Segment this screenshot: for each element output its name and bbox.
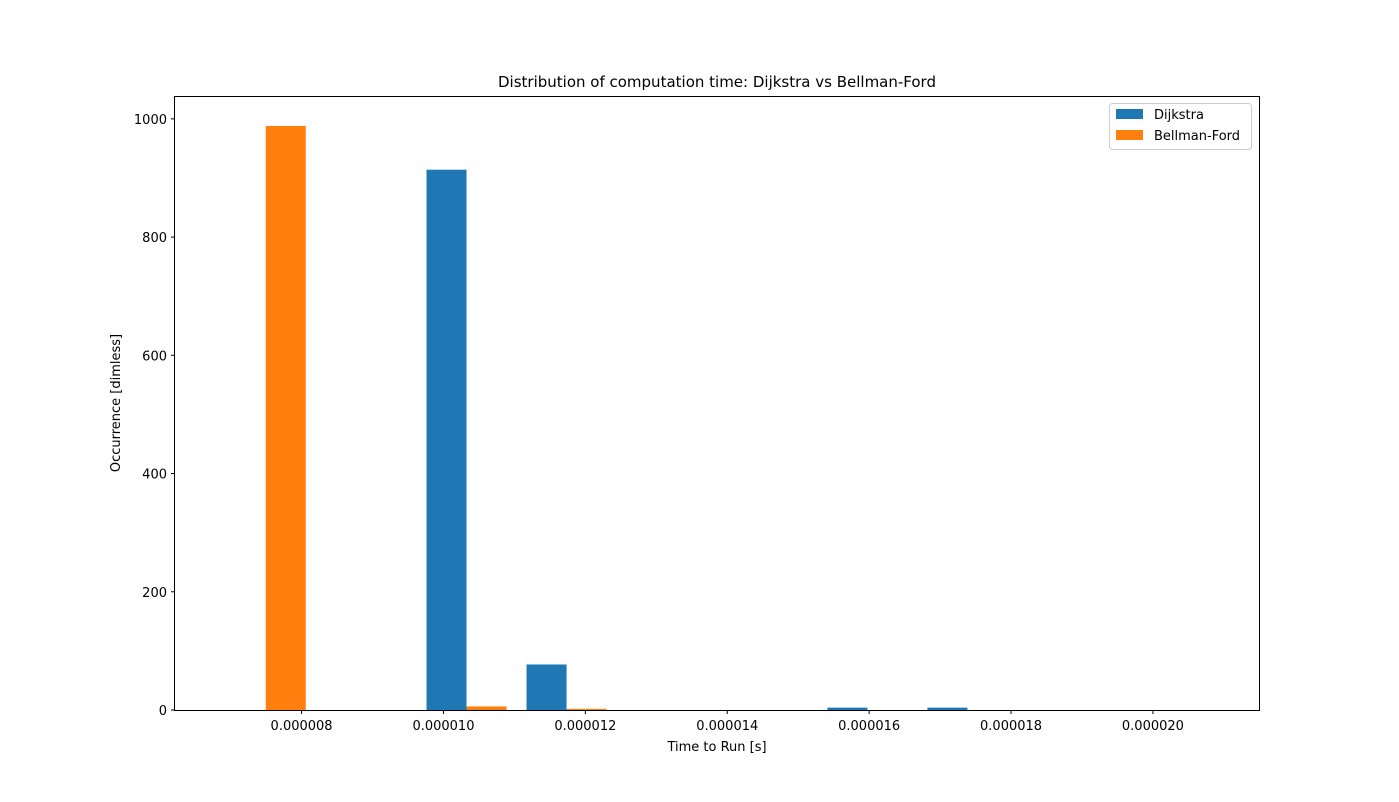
bars-group [265, 125, 968, 711]
bar-dijkstra-3 [526, 664, 567, 710]
x-tick-label-5: 0.000018 [980, 719, 1042, 734]
y-axis-ticks: 0 200 400 600 800 1000 [134, 113, 175, 719]
legend-label-dijkstra: Dijkstra [1154, 108, 1204, 123]
plot-frame [174, 96, 1260, 711]
y-tick-label-3: 600 [142, 349, 167, 364]
x-tick-label-4: 0.000016 [838, 719, 900, 734]
y-tick-label-1: 200 [142, 586, 167, 601]
legend: Dijkstra Bellman-Ford [1109, 103, 1252, 150]
bar-dijkstra-7 [927, 707, 968, 710]
x-axis-label: Time to Run [s] [666, 740, 766, 755]
bar-bellman-ford-2 [466, 706, 507, 710]
legend-box [1109, 103, 1252, 150]
x-tick-label-3: 0.000014 [696, 719, 758, 734]
y-axis-label: Occurrence [dimless] [109, 334, 124, 472]
legend-label-bellman-ford: Bellman-Ford [1154, 129, 1240, 144]
x-tick-label-1: 0.000010 [412, 719, 474, 734]
bar-bellman-ford-0 [265, 125, 306, 711]
legend-swatch-dijkstra [1116, 109, 1143, 119]
bar-bellman-ford-3 [566, 708, 607, 710]
chart-title: Distribution of computation time: Dijkst… [498, 73, 936, 91]
x-tick-label-2: 0.000012 [554, 719, 616, 734]
y-tick-label-2: 400 [142, 468, 167, 483]
x-tick-label-6: 0.000020 [1122, 719, 1184, 734]
y-tick-label-0: 0 [159, 704, 167, 719]
x-tick-label-0: 0.000008 [271, 719, 333, 734]
y-tick-label-4: 800 [142, 231, 167, 246]
x-axis-ticks: 0.000008 0.000010 0.000012 0.000014 0.000016… [271, 710, 1184, 734]
y-tick-label-5: 1000 [134, 113, 167, 128]
bar-dijkstra-2 [426, 169, 467, 710]
legend-swatch-bellman-ford [1116, 130, 1143, 140]
bar-dijkstra-6 [827, 707, 868, 710]
